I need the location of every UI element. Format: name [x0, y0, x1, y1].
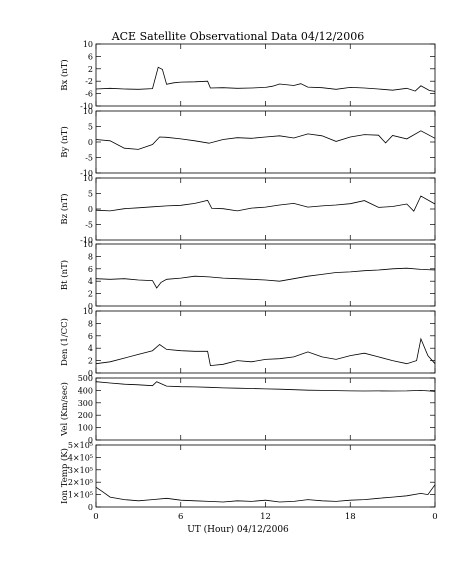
panel-den-ytick-label: 0	[88, 369, 93, 378]
panel-bx-ytick-label: -10	[80, 102, 93, 111]
panel-bz-series-line	[95, 195, 436, 212]
panel-den-ytick-label: 8	[88, 319, 93, 328]
panel-den-ylabel: Den (1/CC)	[59, 318, 70, 366]
panel-den-ytick-label: 4	[88, 344, 93, 353]
panel-temp-ytick-label: 1×10⁵	[68, 491, 93, 500]
panel-vel-frame	[95, 377, 436, 441]
panel-temp-ytick-label: 5×10⁵	[68, 441, 93, 450]
panel-den-ytick-label: 10	[83, 307, 93, 316]
panel-bt-ytick-label: 4	[88, 277, 93, 286]
panel-bx-series-line	[95, 66, 436, 92]
panel-by-ytick-label: 10	[83, 107, 93, 116]
panel-bx-ytick-label: -2	[85, 77, 93, 86]
panel-vel-ytick-label: 400	[78, 386, 93, 395]
panel-vel-ytick-label: 500	[78, 374, 93, 383]
panel-temp-ylabel: Ion Temp (K)	[59, 448, 70, 504]
panel-vel-ytick-label: 300	[78, 399, 93, 408]
x-tick-labels: 0 6 12 18 0	[93, 512, 437, 522]
panel-bt-ylabel: Bt (nT)	[59, 260, 70, 290]
panel-bz-ytick-label: 0	[88, 205, 93, 214]
panel-vel-ytick-label: 0	[88, 436, 93, 445]
x-tick-label: 12	[260, 512, 271, 522]
panel-by-ytick-label: -10	[80, 169, 93, 178]
panel-by-ytick-label: 0	[88, 138, 93, 147]
x-tick-label: 6	[178, 512, 183, 522]
panel-by-frame	[95, 110, 436, 174]
panel-bz-ytick-label: -10	[80, 236, 93, 245]
panel-temp-ytick-label: 4×10⁵	[68, 453, 93, 462]
panel-vel-ylabel: Vel (Km/sec)	[59, 382, 70, 437]
panel-den: 0 2 4 6 8 10 Den (1/CC)	[59, 307, 436, 378]
panel-by-series-line	[95, 130, 436, 150]
panel-vel-ytick-label: 100	[78, 424, 93, 433]
panel-bz-ylabel: Bz (nT)	[59, 193, 70, 224]
panel-bt: 0 2 4 6 8 10 Bt (nT)	[59, 240, 436, 311]
panel-bt-ytick-label: 10	[83, 240, 93, 249]
panel-temp-ytick-label: 2×10⁵	[68, 478, 93, 487]
panel-vel-ytick-label: 200	[78, 411, 93, 420]
panel-bt-ytick-label: 8	[88, 252, 93, 261]
panel-bx-ytick-label: -6	[85, 90, 93, 99]
panel-bt-series-line	[95, 267, 436, 289]
panel-bt-ytick-label: 0	[88, 302, 93, 311]
chart-title: ACE Satellite Observational Data 04/12/2…	[111, 30, 365, 43]
panel-den-series-line	[95, 337, 436, 367]
chart-panels: -10 -6 -2 2 6 10 Bx (nT) -10 -5 0 5 10 By (nT) -10 -5 0…	[59, 40, 436, 512]
panel-bx-ytick-label: 6	[88, 52, 93, 61]
x-tick-label: 0	[432, 512, 437, 522]
panel-by-ytick-label: 5	[88, 123, 93, 132]
panel-den-ytick-label: 2	[88, 357, 93, 366]
panel-bx-ytick-label: 10	[83, 40, 93, 49]
panel-by: -10 -5 0 5 10 By (nT)	[59, 107, 436, 178]
panel-bz-ytick-label: 5	[88, 190, 93, 199]
panel-bx-ylabel: Bx (nT)	[59, 59, 70, 91]
panel-bt-ytick-label: 2	[88, 290, 93, 299]
panel-bx: -10 -6 -2 2 6 10 Bx (nT)	[59, 40, 436, 111]
x-tick-label: 18	[345, 512, 356, 522]
panel-vel: 0 100 200 300 400 500 Vel (Km/sec)	[59, 374, 436, 445]
panel-bz: -10 -5 0 5 10 Bz (nT)	[59, 174, 436, 245]
panel-vel-series-line	[95, 381, 436, 392]
panel-bz-ytick-label: -5	[85, 221, 93, 230]
panel-bz-ytick-label: 10	[83, 174, 93, 183]
panel-temp-ytick-label: 3×10⁵	[68, 466, 93, 475]
panel-temp-ytick-label: 0	[88, 503, 93, 512]
panel-bx-ytick-label: 2	[88, 65, 93, 74]
panel-den-frame	[95, 310, 436, 374]
x-axis-label: UT (Hour) 04/12/2006	[187, 524, 289, 535]
x-tick-label: 0	[93, 512, 98, 522]
panel-bz-frame	[95, 177, 436, 241]
panel-bt-frame	[95, 243, 436, 307]
panel-by-ytick-label: -5	[85, 154, 93, 163]
panel-by-ylabel: By (nT)	[59, 126, 70, 158]
panel-bt-ytick-label: 6	[88, 265, 93, 274]
panel-bx-frame	[95, 43, 436, 107]
panel-den-ytick-label: 6	[88, 332, 93, 341]
panel-temp-series-line	[95, 484, 436, 503]
